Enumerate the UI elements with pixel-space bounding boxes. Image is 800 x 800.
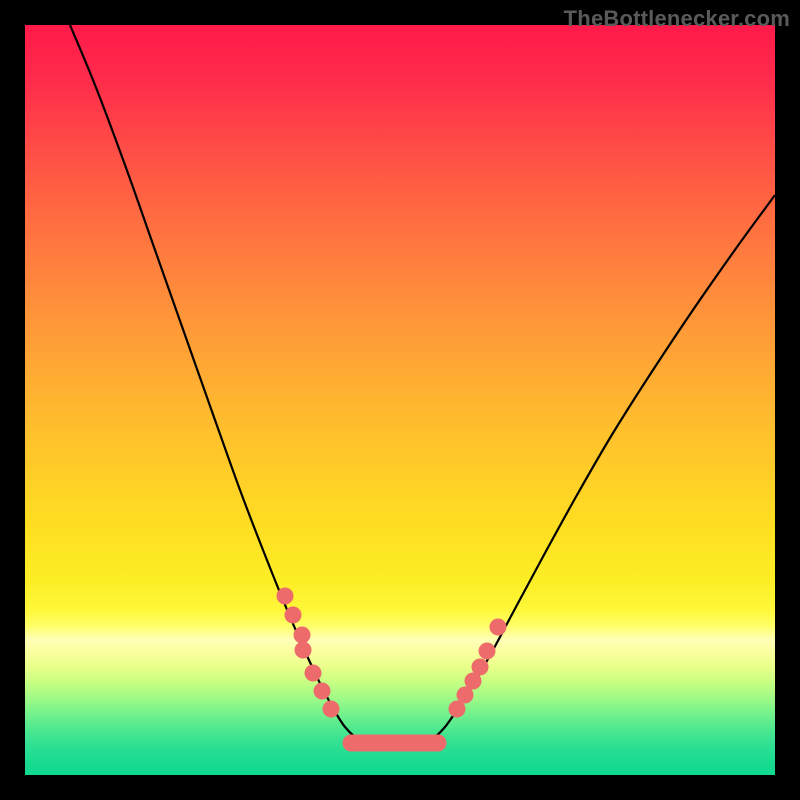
plot-area <box>25 25 775 775</box>
data-marker <box>305 665 322 682</box>
watermark-text: TheBottlenecker.com <box>564 6 790 32</box>
data-marker <box>295 642 312 659</box>
data-marker <box>490 619 507 636</box>
data-marker <box>285 607 302 624</box>
data-marker <box>479 643 496 660</box>
chart-svg <box>25 25 775 775</box>
data-marker <box>277 588 294 605</box>
data-marker <box>323 701 340 718</box>
data-marker <box>314 683 331 700</box>
data-marker <box>294 627 311 644</box>
bottleneck-curve <box>70 25 775 750</box>
data-marker <box>472 659 489 676</box>
markers-right <box>449 619 507 718</box>
